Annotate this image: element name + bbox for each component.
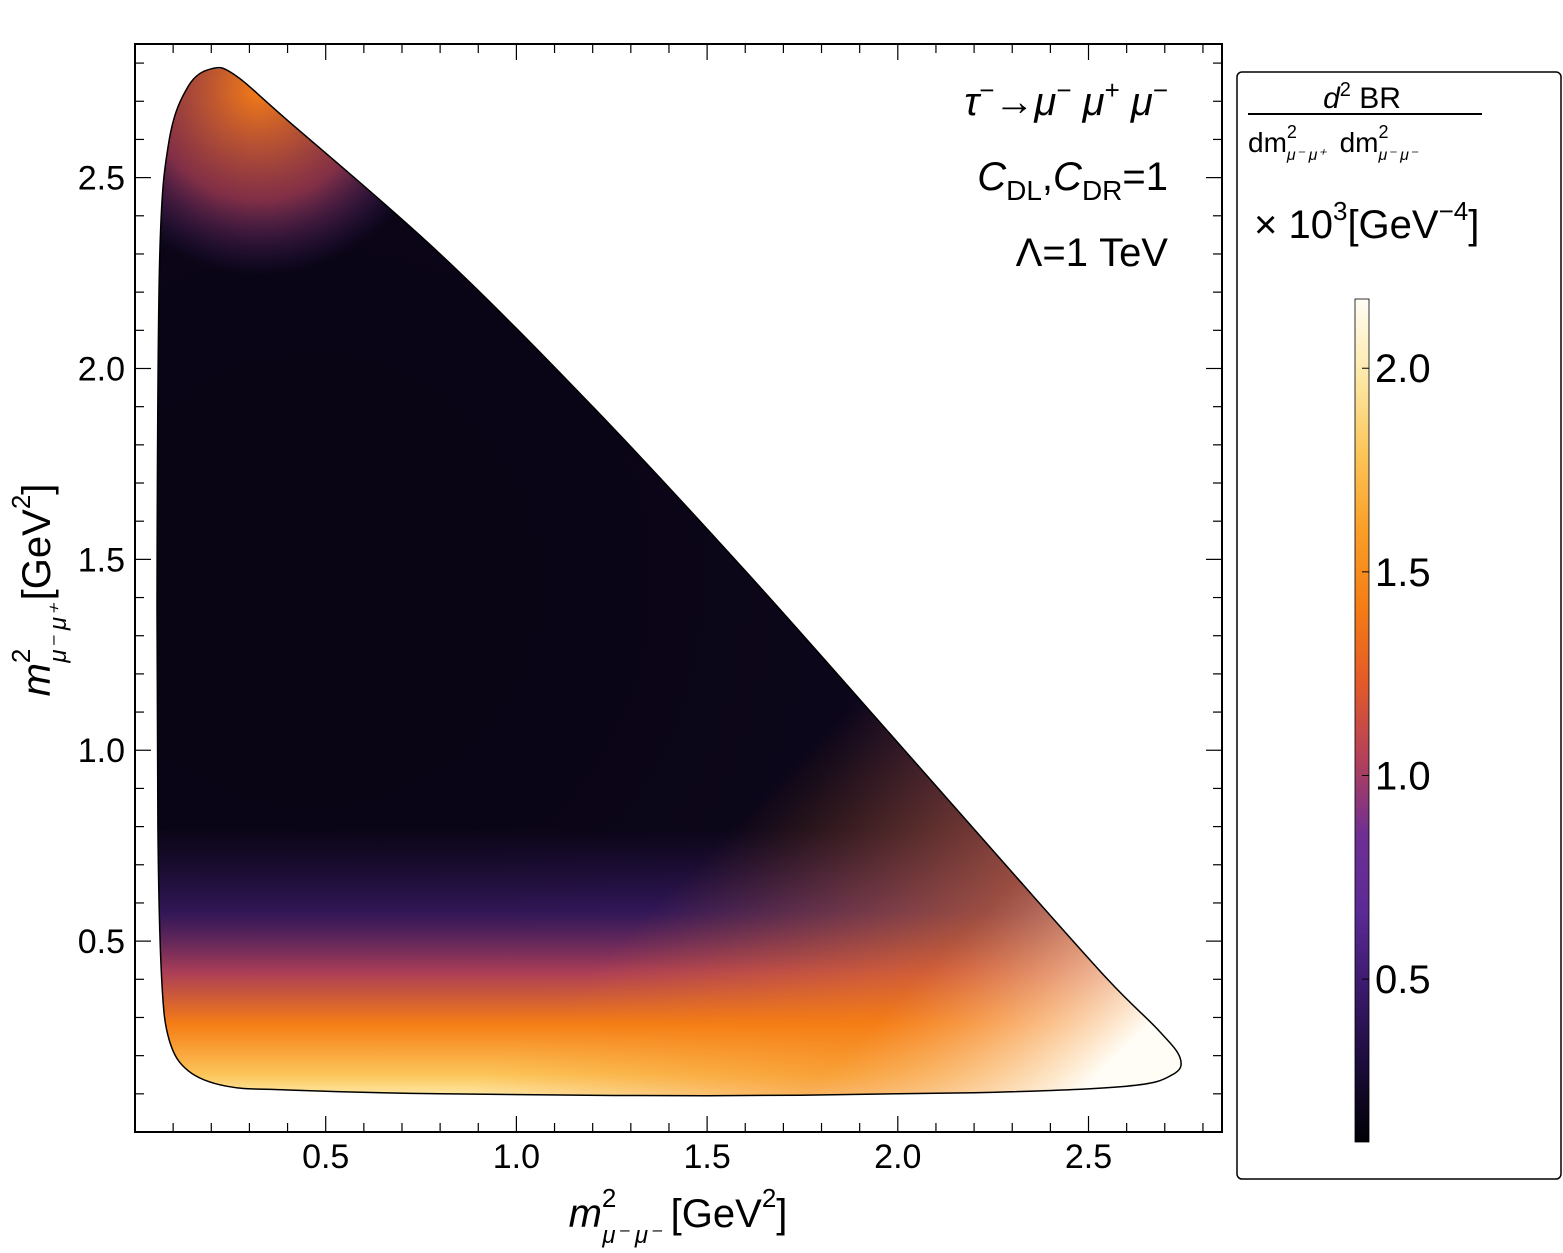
colorbar-title-denominator: dm2 μ⁻ μ⁺ dm2 μ⁻ μ⁻ — [1248, 122, 1419, 164]
y-tick-label: 1.0 — [78, 732, 125, 770]
x-tick-label: 1.0 — [493, 1138, 540, 1176]
colorbar — [1354, 298, 1370, 1143]
colorbar-tick-label: 2.0 — [1375, 347, 1431, 391]
x-tick-label: 2.5 — [1065, 1138, 1112, 1176]
y-axis-title: m2 μ⁻ μ⁺[GeV2] — [6, 484, 72, 697]
plot-frame — [134, 43, 1223, 1133]
axis-ticks: 0.5 1.0 1.5 2.0 2.5 0.5 1.0 1.5 2.0 2.5 — [78, 44, 1222, 1176]
colorbar-ticks: 0.5 1.0 1.5 2.0 — [1362, 347, 1431, 1002]
colorbar-tick-label: 1.5 — [1375, 551, 1431, 595]
region-boundary — [156, 66, 1182, 1097]
heatmap-region — [157, 68, 1181, 1096]
annotation-coefficients: CDL,CDR=1 — [977, 155, 1168, 206]
y-tick-label: 2.0 — [78, 350, 125, 388]
annotation-process: τ−→μ− μ+ μ− — [964, 75, 1168, 124]
x-tick-label: 0.5 — [302, 1138, 349, 1176]
x-axis-title: m2 μ⁻ μ⁻ [GeV2] — [569, 1183, 788, 1249]
y-tick-label: 0.5 — [78, 923, 125, 961]
colorbar-tick-label: 0.5 — [1375, 958, 1431, 1002]
x-tick-label: 2.0 — [874, 1138, 921, 1176]
colorbar-title-numerator: d2 BR — [1323, 79, 1401, 115]
heatmap-top-shading — [157, 68, 1181, 1096]
y-tick-label: 2.5 — [78, 160, 125, 198]
colorbar-legend-box — [1236, 71, 1562, 1180]
y-tick-label: 1.5 — [78, 541, 125, 579]
colorbar-tick-label: 1.0 — [1375, 754, 1431, 798]
annotation-scale: Λ=1 TeV — [1016, 231, 1169, 275]
colorbar-scale-label: × 103[GeV−4] — [1254, 196, 1479, 247]
x-tick-label: 1.5 — [683, 1138, 730, 1176]
